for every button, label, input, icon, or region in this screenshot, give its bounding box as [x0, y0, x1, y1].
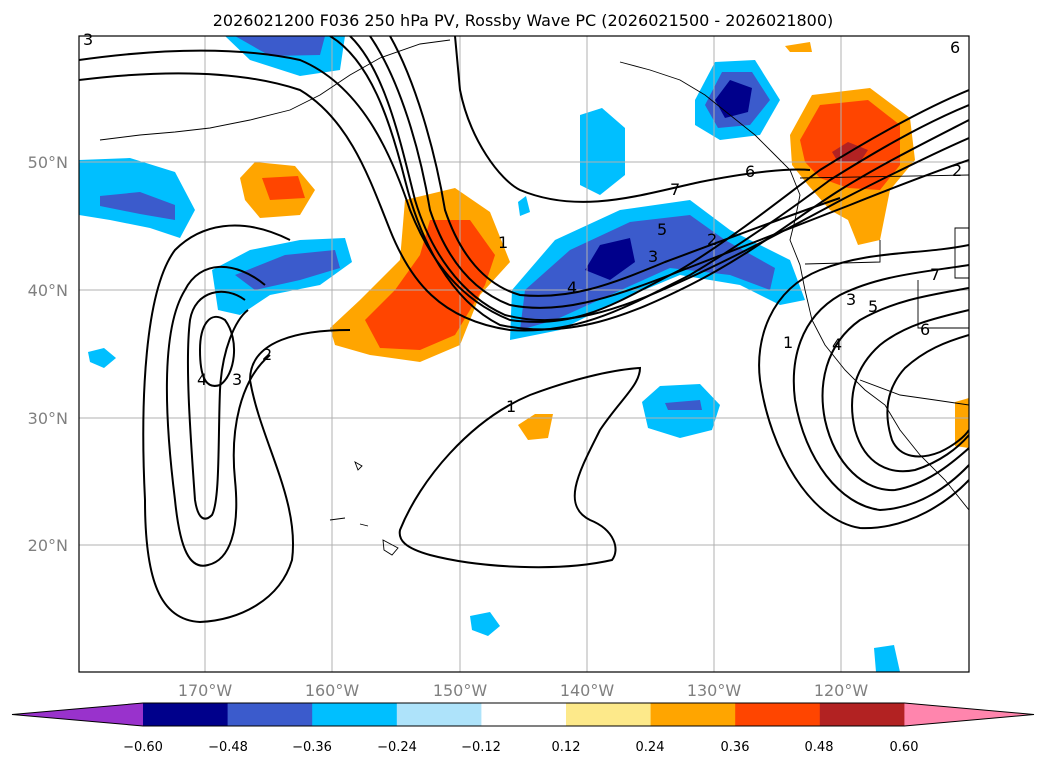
colorbar-extend-high: [904, 703, 1034, 726]
colorbar-tick-label: −0.36: [292, 740, 332, 755]
colorbar-tick-label: −0.12: [461, 740, 501, 755]
contour-label: 1: [783, 333, 793, 352]
colorbar-extend-low: [12, 703, 143, 726]
coastlines: [99, 39, 969, 556]
figure-title: 2026021200 F036 250 hPa PV, Rossby Wave …: [213, 11, 834, 30]
colorbar-segment: [312, 703, 398, 726]
colorbar-outline: [11, 702, 1035, 727]
positive-anomaly-area: [955, 398, 969, 448]
colorbar-tick-label: 0.12: [552, 740, 581, 755]
negative-anomaly-area: [470, 612, 500, 636]
contour-label: 7: [670, 180, 680, 199]
lat-label: 20°N: [28, 536, 68, 555]
colorbar: −0.60 −0.48 −0.36 −0.24 −0.12 0.12 0.24 …: [11, 702, 1035, 755]
contour-label: 2: [707, 230, 717, 249]
lat-label: 40°N: [28, 281, 68, 300]
colorbar-tick-label: 0.24: [636, 740, 665, 755]
colorbar-tick-label: 0.60: [890, 740, 919, 755]
negative-anomaly-peak: [715, 80, 752, 118]
contour-label: 1: [506, 397, 516, 416]
pv-contours: [79, 36, 969, 624]
lat-label: 30°N: [28, 409, 68, 428]
positive-anomaly-area: [785, 42, 812, 52]
negative-anomaly-core: [100, 192, 175, 220]
longitude-labels: 170°W 160°W 150°W 140°W 130°W 120°W: [178, 681, 869, 700]
lon-label: 150°W: [433, 681, 488, 700]
negative-anomaly-peak: [585, 238, 635, 280]
positive-anomaly-core: [262, 176, 305, 200]
contour-label: 5: [868, 297, 878, 316]
negative-anomaly-core: [235, 36, 325, 56]
contour-label: 3: [83, 30, 93, 49]
latitude-labels: 50°N 40°N 30°N 20°N: [28, 153, 68, 555]
pc-shading: [79, 36, 969, 672]
graticule: [79, 36, 969, 672]
colorbar-segment: [481, 703, 567, 726]
colorbar-tick-label: 0.48: [805, 740, 834, 755]
colorbar-segment: [566, 703, 652, 726]
map-panel: 1 1 1 2 3 4 2 3 4 5 7 6 3 4 5 6 7 6 2 3: [78, 30, 970, 673]
negative-anomaly-area: [580, 108, 625, 195]
map-frame: [78, 35, 970, 673]
lon-label: 140°W: [560, 681, 615, 700]
colorbar-tick-label: −0.60: [123, 740, 163, 755]
lon-label: 130°W: [687, 681, 742, 700]
positive-anomaly-area: [518, 414, 553, 440]
colorbar-tick-label: −0.48: [208, 740, 248, 755]
lon-label: 160°W: [305, 681, 360, 700]
colorbar-tick-label: −0.24: [377, 740, 417, 755]
colorbar-segment: [227, 703, 313, 726]
lat-label: 50°N: [28, 153, 68, 172]
contour-label: 6: [745, 162, 755, 181]
negative-anomaly-area: [874, 645, 900, 672]
colorbar-segment: [396, 703, 482, 726]
contour-label: 6: [950, 38, 960, 57]
colorbar-segment: [735, 703, 821, 726]
contour-label: 4: [197, 370, 207, 389]
positive-anomaly-core: [365, 220, 495, 350]
negative-anomaly-core: [235, 250, 340, 290]
contour-label: 2: [952, 161, 962, 180]
contour-labels: 1 1 1 2 3 4 2 3 4 5 7 6 3 4 5 6 7 6 2 3: [83, 30, 962, 416]
lon-label: 170°W: [178, 681, 233, 700]
contour-label: 4: [567, 278, 577, 297]
contour-label: 3: [232, 370, 242, 389]
contour-label: 3: [648, 247, 658, 266]
contour-label: 2: [262, 345, 272, 364]
colorbar-segment: [650, 703, 736, 726]
colorbar-tick-label: 0.36: [721, 740, 750, 755]
colorbar-ticks: −0.60 −0.48 −0.36 −0.24 −0.12 0.12 0.24 …: [123, 740, 918, 755]
negative-anomaly-area: [88, 348, 116, 368]
contour-label: 6: [920, 320, 930, 339]
colorbar-segment: [819, 703, 905, 726]
colorbar-segment: [143, 703, 229, 726]
negative-anomaly-area: [642, 384, 720, 438]
negative-anomaly-area: [518, 196, 530, 216]
contour-label: 3: [846, 290, 856, 309]
contour-label: 7: [930, 265, 940, 284]
contour-label: 1: [498, 233, 508, 252]
contour-label: 5: [657, 220, 667, 239]
contour-label: 4: [832, 335, 842, 354]
lon-label: 120°W: [814, 681, 869, 700]
negative-anomaly-core: [665, 400, 702, 410]
colorbar-segments: [11, 702, 1035, 727]
negative-anomaly-core: [520, 215, 775, 330]
